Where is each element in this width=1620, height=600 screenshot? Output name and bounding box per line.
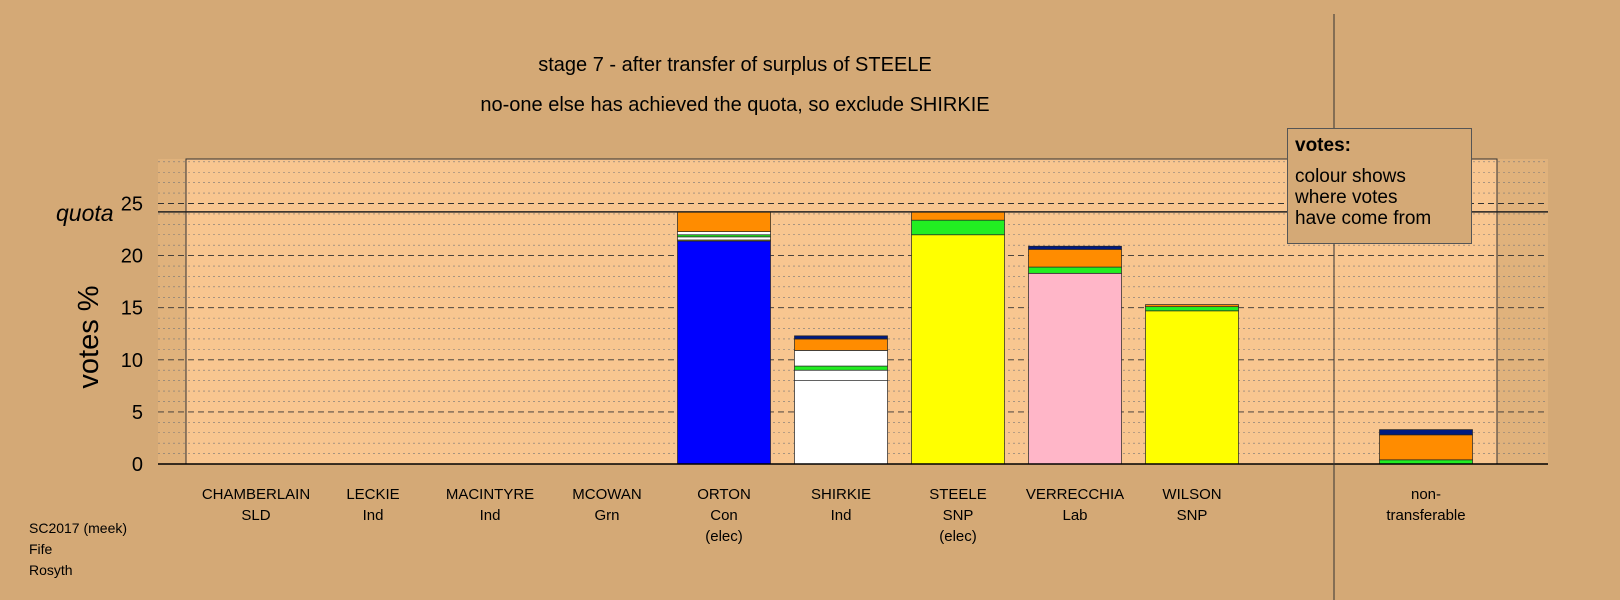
chart-subtitle: no-one else has achieved the quota, so e… [480,94,990,116]
candidate-label: non-transferable [1356,484,1496,526]
candidate-label: ORTON Con (elec) [654,484,794,547]
candidate-party: Ind [362,507,384,524]
bar-segment [794,338,888,351]
candidate-note: (elec) [939,528,977,545]
bar-segment [1145,304,1239,308]
candidate-label: CHAMBERLAIN SLD [186,484,326,526]
candidate-label: VERRECCHIA Lab [1005,484,1145,526]
council-label: Fife [29,541,53,557]
bar-segment [794,350,888,367]
bar-segment [1028,245,1122,250]
bar-segment [677,211,771,232]
candidate-name: MCOWAN [572,486,642,503]
candidate-name: LECKIE [346,486,400,503]
y-tick-label: 0 [132,454,143,476]
bar-segment [1379,434,1473,461]
bar-segment [677,236,771,241]
candidate-label: WILSON SNP [1122,484,1262,526]
candidate-party: transferable [1386,507,1466,524]
bar-segment [794,365,888,371]
candidate-party: SNP [1176,507,1208,524]
candidate-name: VERRECCHIA [1025,486,1125,503]
source-label: SC2017 (meek) [29,520,128,536]
candidate-name: ORTON [697,486,751,503]
legend-line: have come from [1295,208,1432,229]
y-tick-label: 15 [121,298,143,320]
candidate-party: SLD [241,507,271,524]
y-tick-label: 10 [121,350,143,372]
bar-segment [794,335,888,340]
y-tick-label: 5 [132,402,143,424]
candidate-name: SHIRKIE [810,486,871,503]
y-axis-label: votes % [73,285,105,388]
candidate-name: CHAMBERLAIN [201,486,311,503]
bar-segment [1028,266,1122,274]
bar-segment [1145,306,1239,312]
ward-label: Rosyth [29,562,73,578]
bar-segment [1028,248,1122,268]
bar-segment [677,231,771,236]
candidate-label: MACINTYRE Ind [420,484,560,526]
y-tick-label: 20 [121,246,143,268]
candidate-label: SHIRKIE Ind [771,484,911,526]
candidate-party: SNP [942,507,974,524]
candidate-name: WILSON [1162,486,1222,503]
candidate-party: Con [710,507,738,524]
candidate-party: Grn [594,507,620,524]
y-tick-label: 25 [121,194,143,216]
quota-label: quota [56,200,114,226]
candidate-party: Lab [1062,507,1088,524]
bar-segment [794,380,888,465]
candidate-party: Ind [479,507,501,524]
legend-box: votes: colour shows where votes have com… [1287,128,1472,244]
candidate-label: LECKIE Ind [303,484,443,526]
bar-segment [911,234,1005,465]
bar-segment [1379,429,1473,436]
bar-segment [677,240,771,465]
legend-line: where votes [1295,187,1398,208]
legend-title: votes: [1295,135,1351,156]
bar-segment [1028,272,1122,465]
bar-segment [911,219,1005,236]
bar-segment [911,211,1005,221]
candidate-party: Ind [830,507,852,524]
chart-title: stage 7 - after transfer of surplus of S… [538,54,932,76]
candidate-label: STEELE SNP (elec) [888,484,1028,547]
bars [677,211,1473,465]
candidate-name: non- [1410,486,1442,503]
candidate-label: MCOWAN Grn [537,484,677,526]
bar-segment [1145,310,1239,465]
bar-segment [794,369,888,381]
candidate-name: STEELE [929,486,987,503]
candidate-name: MACINTYRE [445,486,535,503]
axes: 0 5 10 15 20 25 quota votes % [56,14,1548,600]
legend-line: colour shows [1295,166,1406,187]
candidate-note: (elec) [705,528,743,545]
